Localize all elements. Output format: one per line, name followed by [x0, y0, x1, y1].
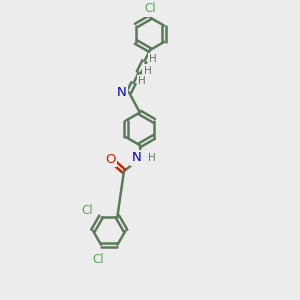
Text: Cl: Cl	[144, 2, 156, 15]
Text: Cl: Cl	[92, 254, 103, 266]
Text: H: H	[143, 66, 151, 76]
Text: H: H	[138, 76, 146, 86]
Text: O: O	[105, 153, 116, 166]
Text: H: H	[149, 55, 157, 64]
Text: H: H	[148, 153, 155, 163]
Text: N: N	[132, 151, 142, 164]
Text: N: N	[116, 86, 126, 99]
Text: Cl: Cl	[82, 204, 93, 218]
